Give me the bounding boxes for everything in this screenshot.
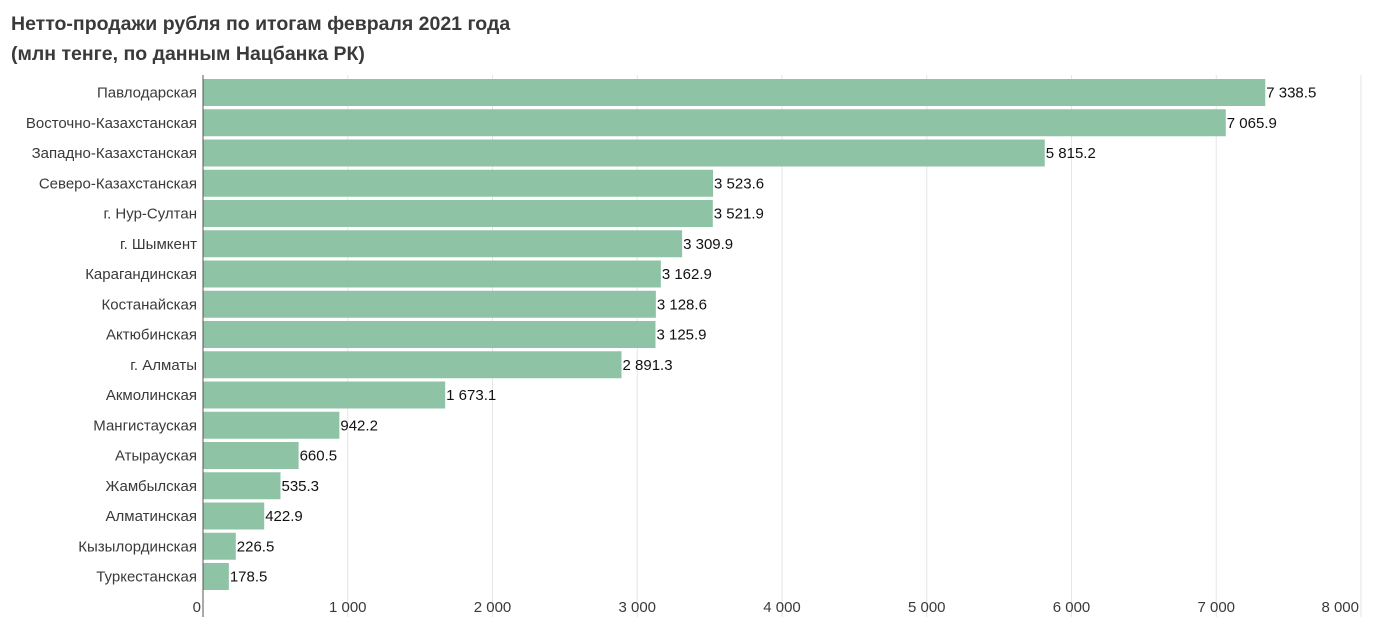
data-label: 5 815.2: [1046, 145, 1096, 162]
bar: [203, 381, 446, 409]
x-tick-label: 0: [193, 599, 201, 616]
data-label: 3 523.6: [714, 175, 764, 192]
category-label: Жамбылская: [106, 478, 198, 495]
data-label: 3 125.9: [656, 327, 706, 344]
category-label: г. Нур-Султан: [103, 206, 197, 223]
data-label: 1 673.1: [446, 387, 496, 404]
category-labels: Павлодарская Восточно-Казахстанская Западн…: [26, 85, 197, 586]
bar: [203, 79, 1266, 106]
category-label: Акмолинская: [106, 387, 197, 404]
data-label: 3 162.9: [662, 266, 712, 283]
x-tick-label: 3 000: [618, 599, 656, 616]
data-label: 3 128.6: [657, 296, 707, 313]
chart-title-line-2: (млн тенге, по данным Нацбанка РК): [11, 43, 365, 65]
x-tick-label: 1 000: [329, 599, 367, 616]
value-labels: 7 338.5 7 065.9 5 815.2 3 523.6 3 521.9 3 309…: [230, 85, 1316, 586]
data-label: 226.5: [237, 538, 275, 555]
bar: [203, 351, 622, 379]
data-label: 535.3: [281, 478, 319, 495]
bar: [203, 411, 340, 439]
bar: [203, 502, 265, 530]
bar: [203, 321, 656, 348]
bar: [203, 442, 299, 469]
category-label: г. Шымкент: [120, 236, 197, 253]
data-label: 178.5: [230, 569, 268, 586]
chart-title: Нетто-продажи рубля по итогам февраля 20…: [11, 9, 510, 69]
category-label: Павлодарская: [97, 85, 197, 102]
x-tick-label: 2 000: [474, 599, 512, 616]
x-tick-label: 5 000: [908, 599, 946, 616]
category-label: Атырауская: [115, 448, 197, 465]
data-label: 3 309.9: [683, 236, 733, 253]
data-label: 7 338.5: [1266, 85, 1316, 102]
category-label: Костанайская: [102, 296, 198, 313]
category-label: Мангистауская: [93, 417, 197, 434]
bar: [203, 260, 661, 288]
category-label: Актюбинская: [106, 327, 197, 344]
data-label: 942.2: [340, 417, 378, 434]
x-tick-label: 8 000: [1321, 599, 1359, 616]
bar: [203, 200, 713, 227]
bar: [203, 169, 714, 197]
x-tick-label: 4 000: [763, 599, 801, 616]
bar: [203, 290, 656, 318]
category-label: Западно-Казахстанская: [32, 145, 197, 162]
bar: [203, 532, 236, 560]
bar: [203, 563, 229, 590]
category-label: г. Алматы: [130, 357, 197, 374]
x-tick-label: 6 000: [1053, 599, 1091, 616]
category-label: Алматинская: [106, 508, 197, 525]
bar: [203, 109, 1226, 137]
chart-title-line-1: Нетто-продажи рубля по итогам февраля 20…: [11, 13, 511, 35]
x-tick-label: 7 000: [1197, 599, 1235, 616]
category-label: Туркестанская: [96, 569, 197, 586]
data-label: 422.9: [265, 508, 303, 525]
data-label: 2 891.3: [623, 357, 673, 374]
data-label: 3 521.9: [714, 206, 764, 223]
data-label: 7 065.9: [1227, 115, 1277, 132]
data-label: 660.5: [300, 448, 338, 465]
category-label: Кызылординская: [78, 538, 197, 555]
bars: [203, 79, 1266, 590]
bar: [203, 139, 1045, 167]
bar: [203, 472, 281, 500]
category-label: Восточно-Казахстанская: [26, 115, 197, 132]
x-tick-labels: 0 1 000 2 000 3 000 4 000 5 000 6 000 7 000 8 00…: [193, 599, 1359, 616]
category-label: Карагандинская: [85, 266, 197, 283]
bar: [203, 230, 683, 258]
category-label: Северо-Казахстанская: [39, 175, 197, 192]
